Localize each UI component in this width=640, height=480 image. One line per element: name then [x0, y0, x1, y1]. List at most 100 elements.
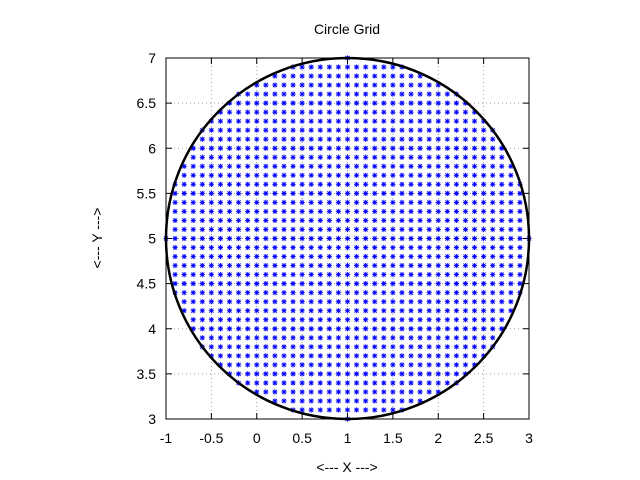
- data-point: [199, 335, 205, 341]
- data-point: [417, 290, 423, 296]
- data-point: [363, 353, 369, 359]
- data-point: [490, 172, 496, 178]
- data-point: [281, 82, 287, 88]
- data-point: [481, 199, 487, 205]
- data-point: [372, 380, 378, 386]
- data-point: [444, 290, 450, 296]
- data-point: [263, 82, 269, 88]
- data-point: [363, 91, 369, 97]
- data-point: [181, 272, 187, 278]
- data-point: [281, 235, 287, 242]
- data-point: [335, 326, 342, 332]
- data-point: [236, 127, 242, 133]
- data-point: [490, 253, 496, 260]
- data-point: [462, 163, 469, 169]
- data-point: [353, 109, 360, 115]
- data-point: [353, 344, 360, 350]
- data-point: [408, 353, 414, 359]
- data-point: [317, 317, 323, 323]
- data-point: [399, 380, 405, 386]
- data-point: [317, 398, 323, 404]
- data-point: [462, 326, 469, 332]
- data-point: [435, 82, 441, 88]
- data-point: [236, 172, 242, 178]
- data-point: [344, 109, 351, 115]
- data-point: [390, 100, 396, 106]
- data-point: [335, 208, 342, 215]
- data-point: [490, 163, 496, 169]
- data-point: [217, 353, 224, 359]
- data-point: [181, 208, 187, 215]
- data-point: [372, 73, 378, 79]
- data-point: [435, 371, 441, 377]
- data-point: [353, 208, 360, 215]
- data-point: [281, 281, 287, 287]
- data-point: [344, 317, 351, 323]
- data-point: [335, 118, 342, 124]
- data-point: [471, 190, 478, 196]
- data-point: [499, 244, 505, 251]
- data-point: [435, 362, 441, 368]
- data-point: [363, 362, 369, 368]
- data-point: [353, 226, 360, 233]
- data-point: [372, 172, 378, 178]
- data-point: [236, 118, 242, 124]
- data-point: [290, 190, 296, 196]
- data-point: [326, 82, 332, 88]
- data-point: [426, 371, 432, 377]
- data-point: [408, 389, 414, 395]
- data-point: [217, 208, 224, 215]
- data-point: [363, 407, 369, 413]
- data-point: [381, 371, 387, 377]
- data-point: [181, 262, 187, 269]
- data-point: [453, 127, 459, 133]
- data-point: [435, 181, 441, 187]
- data-point: [317, 64, 323, 70]
- data-point: [435, 145, 441, 151]
- data-point: [217, 262, 224, 269]
- data-point: [208, 317, 214, 323]
- data-point: [326, 91, 332, 97]
- data-point: [390, 353, 396, 359]
- data-point: [317, 118, 323, 124]
- data-point: [254, 91, 260, 97]
- data-point: [417, 281, 423, 287]
- data-point: [372, 362, 378, 368]
- data-point: [390, 73, 396, 79]
- data-point: [353, 199, 360, 205]
- data-point: [353, 73, 360, 79]
- data-point: [417, 109, 423, 115]
- data-point: [208, 154, 214, 160]
- data-point: [308, 308, 314, 314]
- data-point: [272, 244, 278, 251]
- data-point: [245, 226, 251, 233]
- data-point: [471, 362, 478, 368]
- data-point: [444, 91, 450, 97]
- data-point: [372, 353, 378, 359]
- data-point: [281, 217, 287, 224]
- data-point: [417, 326, 423, 332]
- data-point: [417, 82, 423, 88]
- data-point: [417, 317, 423, 323]
- data-point: [326, 380, 332, 386]
- data-point: [344, 290, 351, 296]
- data-point: [399, 353, 405, 359]
- data-point: [208, 281, 214, 287]
- x-tick-label: 3: [525, 430, 533, 446]
- data-point: [390, 317, 396, 323]
- data-point: [344, 335, 351, 341]
- data-point: [281, 118, 287, 124]
- data-point: [236, 326, 242, 332]
- data-point: [317, 371, 323, 377]
- data-point: [490, 299, 496, 305]
- data-point: [317, 407, 323, 413]
- data-point: [290, 199, 296, 205]
- data-point: [417, 272, 423, 278]
- data-point: [426, 317, 432, 323]
- data-point: [363, 317, 369, 323]
- data-point: [344, 326, 351, 332]
- data-point: [517, 244, 523, 251]
- data-point: [390, 64, 396, 70]
- data-point: [226, 136, 233, 142]
- data-point: [435, 118, 441, 124]
